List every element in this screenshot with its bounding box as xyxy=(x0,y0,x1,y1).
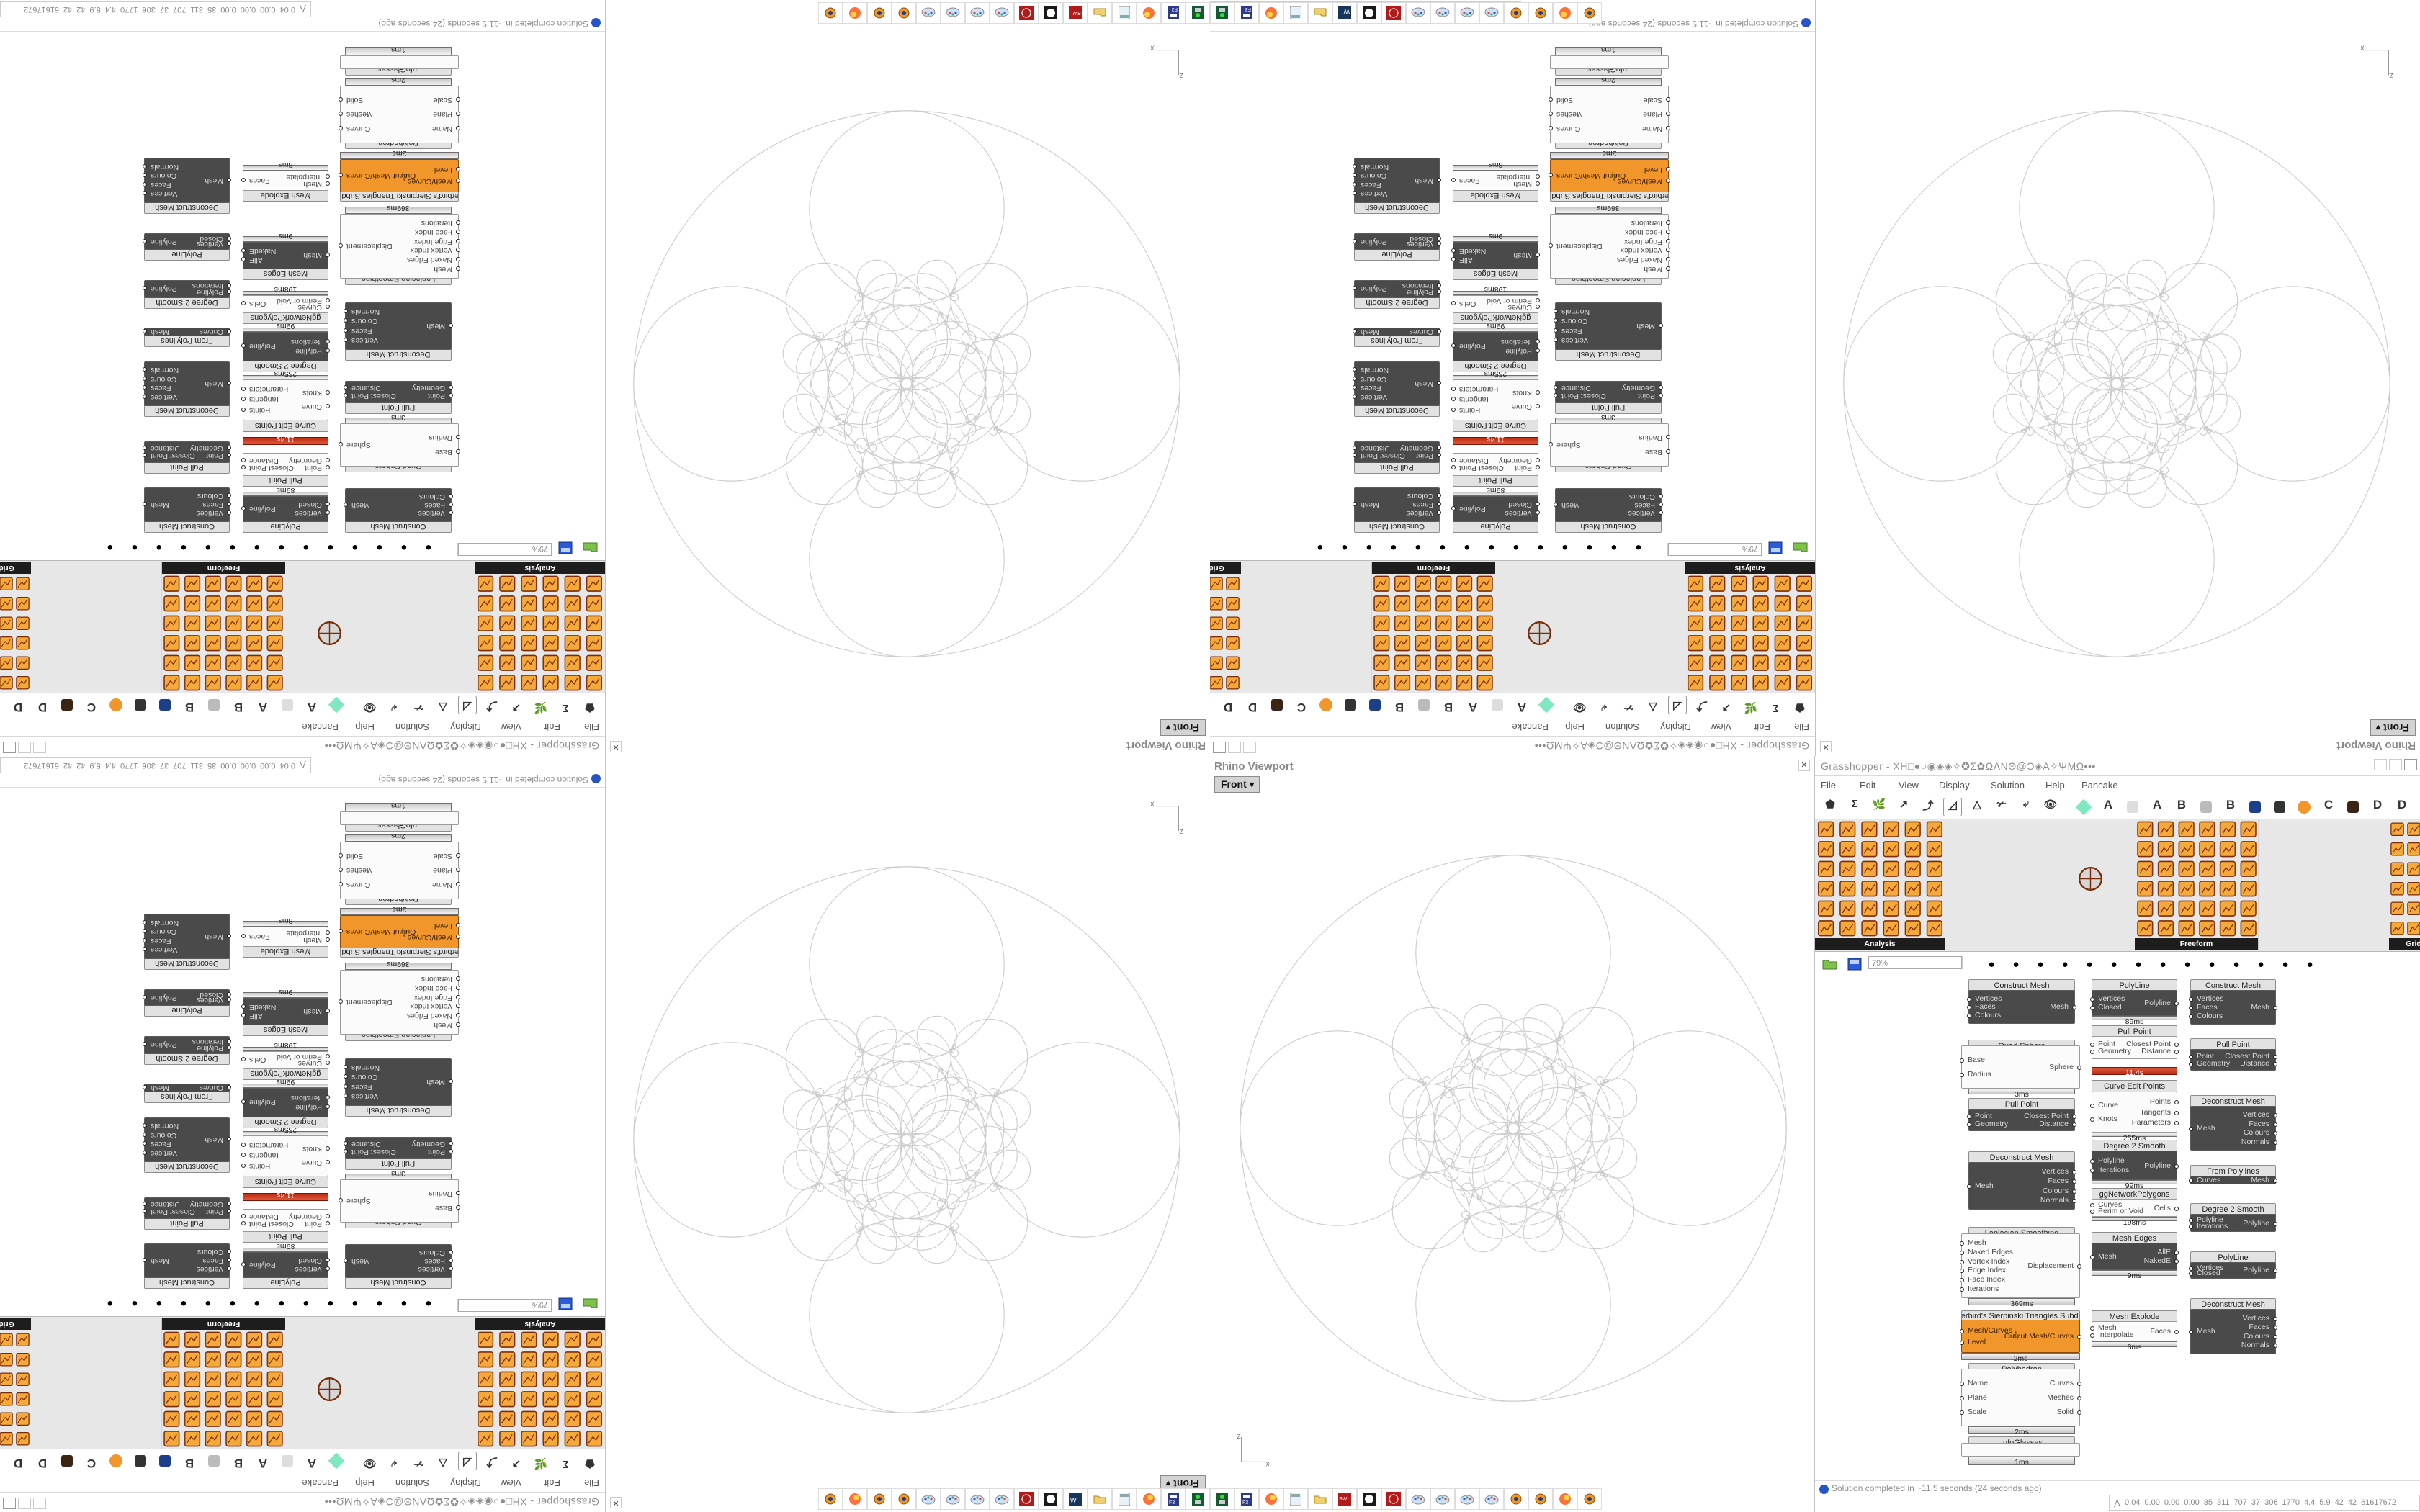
svg-text:SW: SW xyxy=(1339,1497,1348,1502)
svg-text:F3: F3 xyxy=(1172,6,1178,12)
svg-text:X: X xyxy=(2361,45,2365,52)
svg-text:Z: Z xyxy=(1237,1434,1241,1440)
svg-text:Z: Z xyxy=(1179,828,1183,834)
svg-text:F3: F3 xyxy=(1242,1500,1248,1506)
svg-text:X: X xyxy=(1151,45,1155,52)
svg-text:X: X xyxy=(1151,801,1155,808)
svg-text:F3: F3 xyxy=(1245,6,1251,12)
svg-text:Z: Z xyxy=(2389,72,2393,78)
svg-text:F3: F3 xyxy=(1169,1500,1175,1506)
svg-text:Z: Z xyxy=(1179,72,1183,78)
svg-text:X: X xyxy=(1265,1460,1269,1467)
svg-text:SW: SW xyxy=(1072,10,1081,15)
svg-text:W: W xyxy=(1343,8,1350,15)
svg-text:W: W xyxy=(1070,1497,1077,1504)
